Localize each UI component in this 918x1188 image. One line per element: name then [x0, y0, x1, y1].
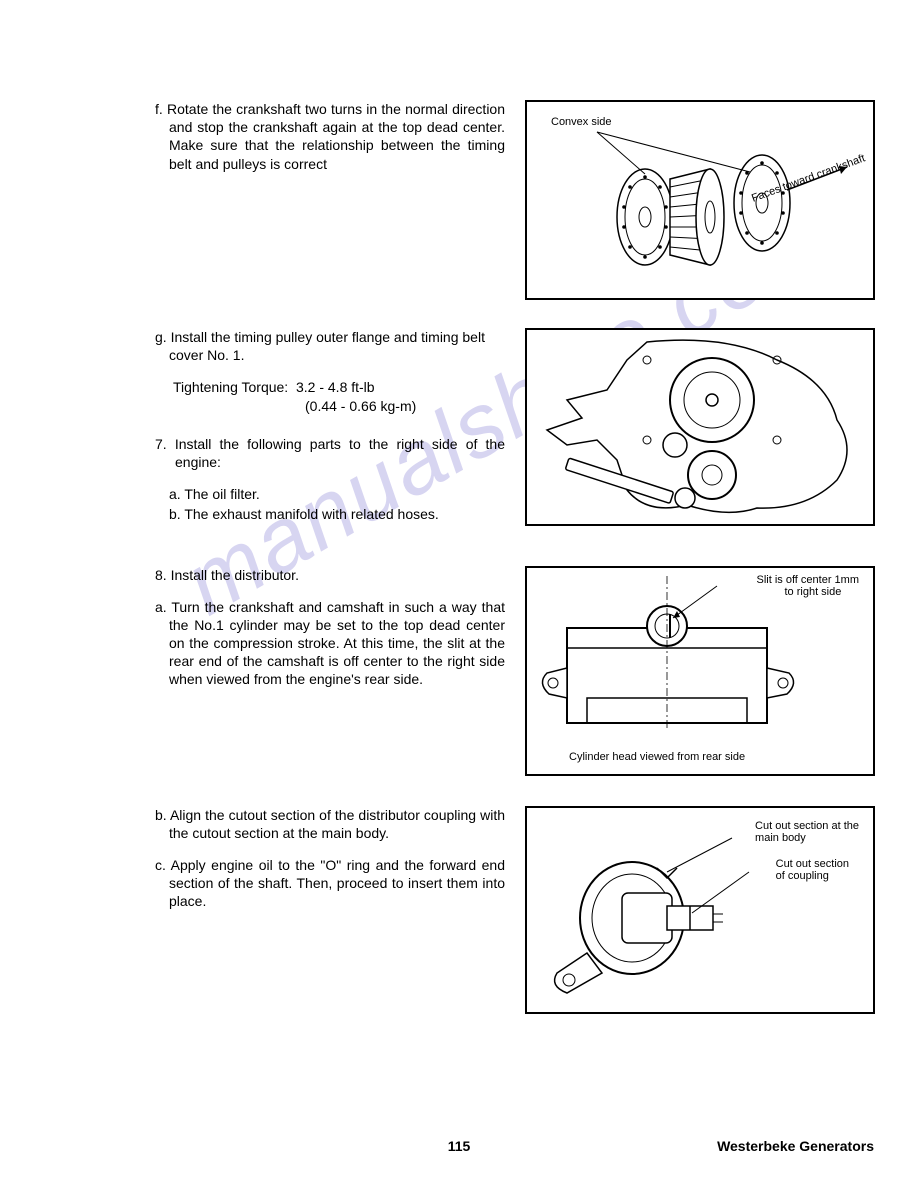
row-f: f. Rotate the crankshaft two turns in th… [155, 100, 875, 300]
text-8: 8. Install the distributor. a. Turn the … [155, 566, 525, 703]
fig3-label-bottom: Cylinder head viewed from rear side [569, 751, 745, 764]
fig1-col: Convex side Faces toward crankshaft [525, 100, 875, 300]
torque: Tightening Torque: 3.2 - 4.8 ft-lb (0.44… [155, 378, 505, 414]
fig4-coup1: Cut out section [776, 858, 849, 870]
fig3-slit1: Slit is off center 1mm [757, 574, 860, 586]
torque-v1: 3.2 - 4.8 ft-lb [296, 379, 375, 395]
para-8a: a. Turn the crankshaft and camshaft in s… [155, 598, 505, 689]
fig3-label-slit: Slit is off center 1mm to right side [757, 574, 860, 599]
row-8: 8. Install the distributor. a. Turn the … [155, 566, 875, 776]
fig3-col: Slit is off center 1mm to right side Cyl… [525, 566, 875, 776]
torque-label: Tightening Torque: [173, 379, 288, 395]
fig2-col [525, 328, 875, 526]
fig1-svg [527, 102, 873, 298]
fig4-body2: main body [755, 832, 806, 844]
fig2-box [525, 328, 875, 526]
page-content: f. Rotate the crankshaft two turns in th… [155, 100, 875, 1042]
fig3-slit2: to right side [757, 586, 842, 598]
para-f: f. Rotate the crankshaft two turns in th… [155, 100, 505, 173]
torque-v2: (0.44 - 0.66 kg-m) [305, 398, 416, 414]
fig4-coup2: of coupling [776, 870, 829, 882]
fig4-col: Cut out section at the main body Cut out… [525, 806, 875, 1014]
row-g: g. Install the timing pulley outer flang… [155, 328, 875, 538]
fig3-box: Slit is off center 1mm to right side Cyl… [525, 566, 875, 776]
para-g: g. Install the timing pulley outer flang… [155, 328, 505, 364]
text-8bc: b. Align the cutout section of the distr… [155, 806, 525, 925]
fig1-label-convex: Convex side [551, 116, 612, 129]
para-7: 7. Install the following parts to the ri… [155, 435, 505, 471]
text-f: f. Rotate the crankshaft two turns in th… [155, 100, 525, 187]
para-8: 8. Install the distributor. [155, 566, 505, 584]
fig4-label-body: Cut out section at the main body [755, 820, 859, 845]
fig4-label-coupling: Cut out section of coupling [776, 858, 849, 883]
para-7a: a. The oil filter. [155, 485, 505, 503]
footer-brand: Westerbeke Generators [717, 1138, 874, 1154]
row-8b: b. Align the cutout section of the distr… [155, 806, 875, 1014]
para-8b: b. Align the cutout section of the distr… [155, 806, 505, 842]
fig2-svg [527, 330, 873, 524]
text-g7: g. Install the timing pulley outer flang… [155, 328, 525, 538]
para-7b: b. The exhaust manifold with related hos… [155, 505, 505, 523]
para-8c: c. Apply engine oil to the "O" ring and … [155, 856, 505, 911]
fig1-box: Convex side Faces toward crankshaft [525, 100, 875, 300]
fig4-box: Cut out section at the main body Cut out… [525, 806, 875, 1014]
page-number: 115 [448, 1138, 471, 1154]
fig4-body1: Cut out section at the [755, 820, 859, 832]
